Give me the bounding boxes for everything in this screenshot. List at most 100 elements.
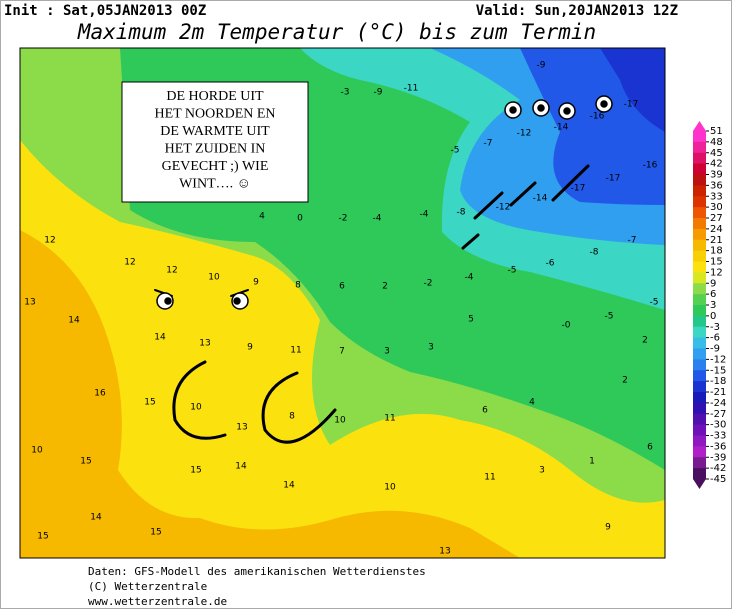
colorbar-cell xyxy=(693,305,706,317)
colorbar-label: 24 xyxy=(710,224,723,235)
map-label: -2 xyxy=(424,279,433,289)
annotation-line: DE WARMTE UIT xyxy=(160,124,270,139)
map-label: 10 xyxy=(334,416,346,426)
init-label: Init : Sat,05JAN2013 00Z xyxy=(4,3,206,19)
colorbar-label: 51 xyxy=(710,126,723,137)
footer-line: www.wetterzentrale.de xyxy=(88,595,227,608)
colorbar-label: -6 xyxy=(710,333,720,344)
map-labels: -3 -9 -11 -9 -7 -12 -14 -16 -17 -16 -17 -14 -12 -8 -17… xyxy=(24,61,658,557)
colorbar-cell xyxy=(693,337,706,349)
map-label: 3 xyxy=(428,343,434,353)
map-border xyxy=(19,47,666,559)
map-label: 1 xyxy=(589,457,595,467)
colorbar-cell xyxy=(693,218,706,230)
colorbar-label: 3 xyxy=(710,300,716,311)
colorbar-label: 39 xyxy=(710,170,723,181)
zone-darkblue xyxy=(600,48,665,132)
colorbar-cell xyxy=(693,185,706,197)
map-label: 15 xyxy=(144,398,155,408)
map-label: 5 xyxy=(468,315,474,325)
colorbar-cap xyxy=(693,479,706,489)
map-area: -3 -9 -11 -9 -7 -12 -14 -16 -17 -16 -17 -14 -12 -8 -17… xyxy=(19,47,666,559)
map-label: 8 xyxy=(289,412,295,422)
colorbar-cell xyxy=(693,228,706,241)
colorbar-cell xyxy=(693,152,706,165)
map-label: 2 xyxy=(622,376,628,386)
colorbar-cell xyxy=(693,315,706,328)
colorbar-label: -21 xyxy=(710,387,726,398)
map-label: -5 xyxy=(650,298,659,308)
map-label: -17 xyxy=(571,184,586,194)
map-label: 3 xyxy=(539,466,545,476)
map-label: 10 xyxy=(384,483,396,493)
colorbar-label: 30 xyxy=(710,202,723,213)
colorbar-cap xyxy=(693,121,706,131)
colorbar-label: -18 xyxy=(710,376,726,387)
doodles xyxy=(154,164,590,444)
colorbar-label: -45 xyxy=(710,474,726,485)
colorbar: 51484542393633302724211815129630-3-6-9-1… xyxy=(693,121,726,489)
colorbar-cell xyxy=(693,163,706,175)
map-label: -4 xyxy=(465,273,474,283)
colorbar-label: 21 xyxy=(710,235,723,246)
colorbar-cell xyxy=(693,446,706,458)
map-label: 15 xyxy=(37,532,48,542)
zone-orange xyxy=(20,230,520,558)
colorbar-cell xyxy=(693,141,706,154)
map-label: -17 xyxy=(606,174,621,184)
map-label: -11 xyxy=(404,84,419,94)
map-label: 13 xyxy=(24,298,35,308)
colorbar-label: 48 xyxy=(710,137,723,148)
map-label: -7 xyxy=(484,139,493,149)
annotation-box: DE HORDE UIT HET NOORDEN EN DE WARMTE UIT H… xyxy=(121,81,309,203)
colorbar-label: -3 xyxy=(710,322,720,333)
colorbar-label: 12 xyxy=(710,267,723,278)
colorbar-label: -36 xyxy=(710,441,726,452)
colorbar-cell xyxy=(693,402,706,415)
colorbar-label: -39 xyxy=(710,452,726,463)
map-label: 15 xyxy=(190,466,201,476)
map-label: -6 xyxy=(546,259,555,269)
colorbar-cell xyxy=(693,381,706,393)
map-label: 11 xyxy=(290,346,301,356)
map-label: 0 xyxy=(297,214,303,224)
colorbar-label: -30 xyxy=(710,420,726,431)
footer-line: (C) Wetterzentrale xyxy=(88,580,207,593)
annotation-line: WINT…. ☺ xyxy=(179,177,251,192)
map-label: -9 xyxy=(537,61,546,71)
colorbar-label: -15 xyxy=(710,365,726,376)
colorbar-cell xyxy=(693,413,706,426)
map-label: -0 xyxy=(562,321,571,331)
map-label: 10 xyxy=(31,446,43,456)
colorbar-label: 36 xyxy=(710,180,723,191)
map-label: 15 xyxy=(80,457,91,467)
colorbar-cell xyxy=(693,239,706,252)
colorbar-cell xyxy=(693,370,706,382)
annotation-line: HET ZUIDEN IN xyxy=(165,142,266,157)
colorbar-label: -9 xyxy=(710,344,720,355)
map-label: -17 xyxy=(624,100,639,110)
map-label: 4 xyxy=(259,212,265,222)
colorbar-cell xyxy=(693,457,706,469)
map-label: 6 xyxy=(647,443,653,453)
colorbar-cell xyxy=(693,261,706,273)
colorbar-cell xyxy=(693,131,706,143)
annotation-line: GEVECHT ;) WIE xyxy=(162,159,269,174)
map-label: -4 xyxy=(420,210,429,220)
colorbar-cell xyxy=(693,272,706,284)
colorbar-label: 0 xyxy=(710,311,716,322)
colorbar-label: 18 xyxy=(710,246,723,257)
map-label: 12 xyxy=(166,266,177,276)
map-label: 11 xyxy=(384,414,395,424)
map-label: 11 xyxy=(484,473,495,483)
map-label: 13 xyxy=(199,339,210,349)
map-label: 12 xyxy=(124,258,135,268)
colorbar-label: 9 xyxy=(710,278,716,289)
colorbar-label: -12 xyxy=(710,354,726,365)
annotation-line: HET NOORDEN EN xyxy=(154,107,275,122)
map-label: 14 xyxy=(154,333,166,343)
colorbar-cell xyxy=(693,196,706,208)
map-label: 7 xyxy=(339,347,345,357)
map-label: 16 xyxy=(94,389,106,399)
